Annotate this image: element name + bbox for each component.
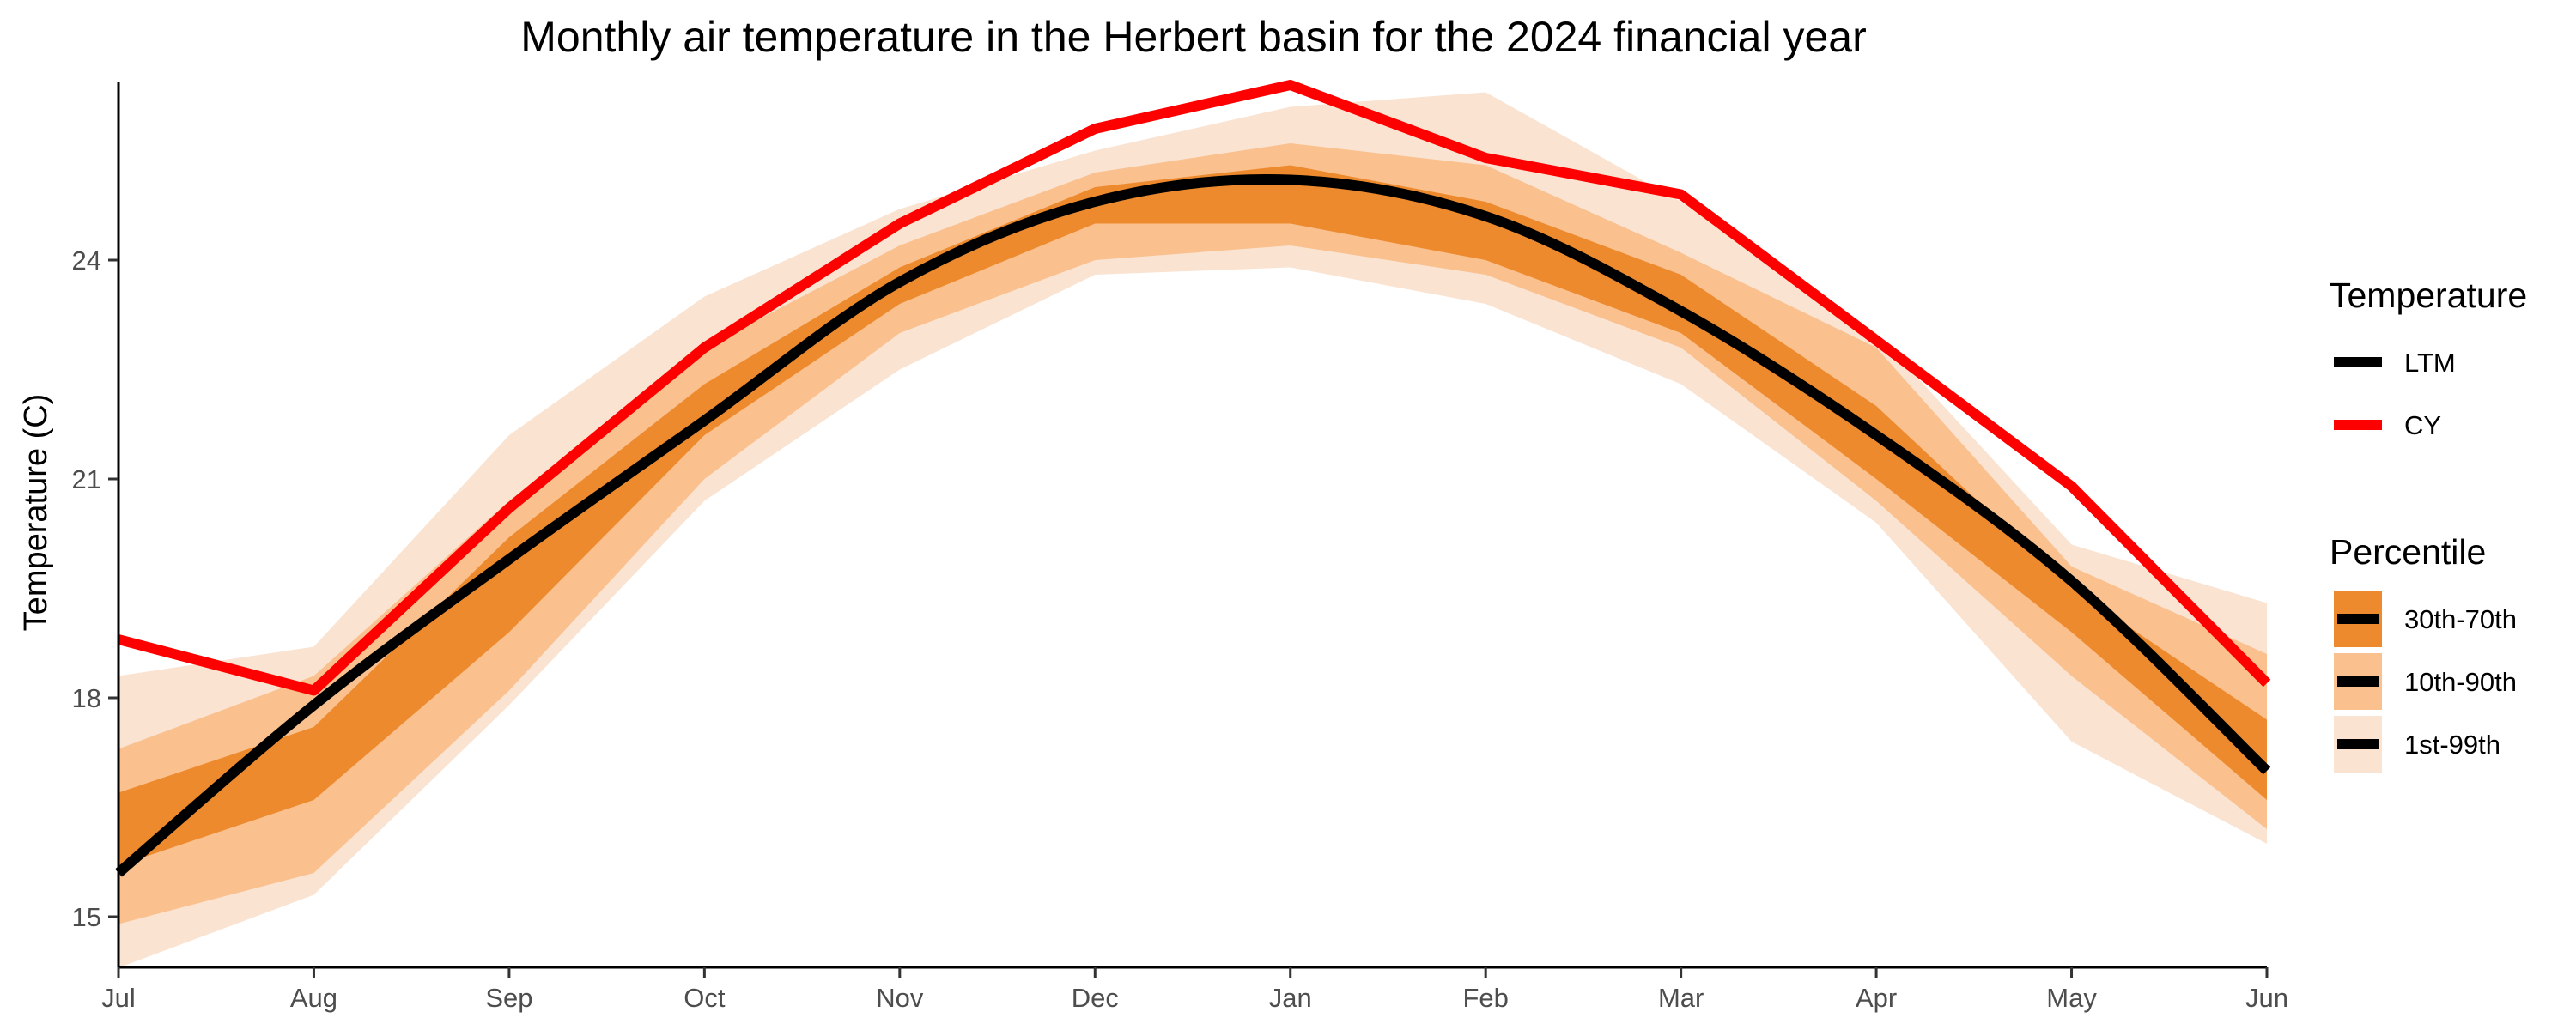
legend-label-band-30th-70th: 30th-70th <box>2404 604 2517 634</box>
legend-label-band-10th-90th: 10th-90th <box>2404 667 2517 697</box>
x-tick-label-oct: Oct <box>683 983 726 1013</box>
x-tick-label-jun: Jun <box>2245 983 2288 1013</box>
legend-label-cy: CY <box>2404 410 2441 440</box>
x-tick-label-nov: Nov <box>876 983 924 1013</box>
chart-title: Monthly air temperature in the Herbert b… <box>520 13 1867 61</box>
x-tick-label-dec: Dec <box>1072 983 1119 1013</box>
axes: 15 18 21 24 Jul Aug Sep Oct Nov Dec Jan Feb Mar Apr Ma… <box>72 82 2288 1013</box>
y-tick-label-15: 15 <box>72 902 101 932</box>
x-tick-label-aug: Aug <box>290 983 337 1013</box>
x-tick-label-may: May <box>2046 983 2097 1013</box>
y-tick-label-21: 21 <box>72 464 101 494</box>
y-tick-label-18: 18 <box>72 683 101 713</box>
x-tick-label-feb: Feb <box>1462 983 1508 1013</box>
x-tick-label-jul: Jul <box>101 983 136 1013</box>
legend-label-ltm: LTM <box>2404 348 2456 378</box>
x-tick-label-jan: Jan <box>1269 983 1312 1013</box>
y-tick-label-24: 24 <box>72 245 101 276</box>
series-line-ltm <box>115 173 2271 877</box>
legend-title-temperature: Temperature <box>2330 276 2527 315</box>
legend-title-percentile: Percentile <box>2330 532 2486 572</box>
x-tick-label-sep: Sep <box>485 983 532 1013</box>
percentile-bands <box>118 92 2267 968</box>
series-line-cy <box>117 80 2271 696</box>
x-tick-label-mar: Mar <box>1658 983 1704 1013</box>
legend-label-band-1st-99th: 1st-99th <box>2404 730 2500 760</box>
y-axis-title: Temperature (C) <box>18 394 54 632</box>
legend: Temperature Percentile LTM CY 30th-70th 10t… <box>2330 276 2527 772</box>
series-lines <box>115 80 2271 877</box>
x-tick-label-apr: Apr <box>1856 983 1897 1013</box>
